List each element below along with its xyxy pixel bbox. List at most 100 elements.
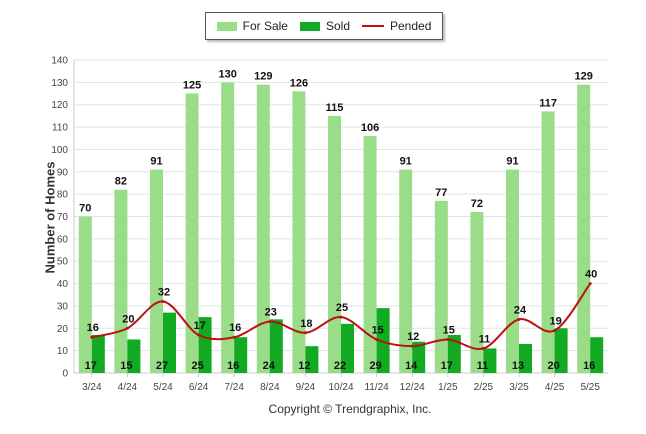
y-tick-label: 80 (57, 190, 69, 201)
data-label-sold: 22 (334, 360, 346, 372)
data-label-sold: 14 (405, 360, 418, 372)
legend: For Sale Sold Pended (205, 12, 443, 40)
x-tick-label: 5/25 (580, 382, 600, 393)
point-pended (232, 335, 236, 339)
bar-for-sale (541, 111, 555, 374)
bar-for-sale (363, 136, 377, 373)
data-label-sold: 12 (298, 360, 310, 372)
y-tick-label: 110 (52, 123, 68, 134)
data-label-pended: 16 (87, 322, 99, 334)
data-label-sold: 17 (441, 360, 453, 372)
legend-item-pended[interactable]: Pended (362, 19, 431, 33)
data-label-sold: 25 (191, 360, 203, 372)
data-label-sold: 11 (477, 360, 489, 372)
y-tick-label: 50 (57, 257, 69, 268)
data-label-for-sale: 117 (539, 97, 557, 109)
x-tick-label: 10/24 (328, 382, 353, 393)
data-label-sold: 16 (583, 360, 595, 372)
data-label-sold: 24 (263, 360, 276, 372)
bar-sold (234, 337, 248, 373)
x-tick-label: 4/25 (545, 382, 565, 393)
x-tick-label: 12/24 (400, 382, 425, 393)
y-tick-label: 30 (57, 301, 69, 312)
data-label-for-sale: 129 (254, 71, 272, 83)
legend-label-for-sale: For Sale (242, 19, 288, 33)
y-tick-label: 90 (57, 167, 69, 178)
data-label-pended: 40 (585, 269, 597, 281)
data-label-for-sale: 70 (79, 203, 91, 215)
bar-sold (198, 317, 212, 373)
y-tick-label: 10 (57, 346, 69, 357)
data-label-for-sale: 91 (150, 156, 162, 168)
bar-for-sale (114, 189, 128, 373)
bar-sold (269, 319, 283, 373)
data-label-for-sale: 72 (471, 198, 483, 210)
bar-for-sale (150, 169, 163, 373)
legend-swatch-sold (299, 21, 320, 31)
legend-label-sold: Sold (325, 19, 350, 33)
y-tick-label: 130 (51, 78, 68, 89)
bar-for-sale (399, 169, 413, 373)
x-tick-label: 11/24 (364, 382, 389, 393)
bar-sold (305, 346, 319, 373)
data-label-pended: 16 (229, 322, 241, 334)
bar-sold (519, 343, 532, 373)
data-label-for-sale: 126 (290, 77, 308, 89)
bar-for-sale (185, 93, 199, 374)
data-label-pended: 19 (549, 316, 561, 328)
point-pended (517, 317, 521, 321)
data-label-pended: 17 (193, 320, 205, 332)
y-tick-label: 100 (51, 145, 68, 156)
x-tick-label: 3/25 (509, 382, 529, 393)
data-label-pended: 25 (336, 302, 348, 314)
bar-for-sale (470, 212, 484, 373)
y-tick-label: 20 (57, 324, 69, 335)
legend-item-for-sale[interactable]: For Sale (216, 19, 288, 33)
legend-swatch-for-sale (216, 21, 237, 31)
bar-for-sale (221, 82, 235, 373)
y-tick-label: 120 (51, 100, 68, 111)
data-label-pended: 11 (479, 333, 491, 345)
data-label-pended: 23 (265, 307, 277, 319)
data-label-pended: 18 (300, 318, 312, 330)
y-tick-label: 0 (62, 369, 68, 380)
point-pended (446, 337, 450, 341)
bar-for-sale (434, 200, 448, 373)
data-label-for-sale: 115 (326, 102, 344, 114)
legend-label-pended: Pended (390, 19, 432, 33)
y-tick-label: 60 (57, 234, 69, 245)
x-tick-label: 9/24 (296, 382, 316, 393)
y-tick-label: 40 (57, 279, 69, 290)
data-label-sold: 17 (85, 360, 97, 372)
bar-sold (376, 308, 390, 373)
data-label-pended: 12 (407, 331, 419, 343)
bar-for-sale (256, 84, 270, 373)
point-pended (125, 326, 129, 330)
data-label-pended: 20 (122, 313, 134, 325)
legend-item-sold[interactable]: Sold (299, 19, 350, 33)
data-label-for-sale: 77 (435, 187, 447, 199)
bar-sold (91, 334, 105, 373)
data-label-sold: 13 (512, 360, 524, 372)
bar-sold (163, 312, 176, 373)
x-tick-label: 5/24 (153, 382, 173, 393)
data-label-for-sale: 125 (183, 80, 201, 92)
point-pended (588, 282, 592, 286)
data-label-sold: 29 (369, 360, 381, 372)
point-pended (90, 335, 94, 339)
bar-sold (341, 323, 354, 373)
data-label-sold: 20 (547, 360, 559, 372)
bar-for-sale (328, 115, 341, 374)
x-tick-label: 7/24 (224, 382, 244, 393)
copyright-text: Copyright © Trendgraphix, Inc. (268, 402, 432, 416)
y-axis-label: Number of Homes (42, 161, 58, 274)
x-tick-label: 2/25 (474, 382, 494, 393)
data-label-for-sale: 129 (575, 71, 593, 83)
data-label-for-sale: 91 (400, 156, 412, 168)
data-label-sold: 27 (156, 360, 168, 372)
data-label-pended: 15 (443, 324, 455, 336)
data-label-for-sale: 82 (115, 176, 127, 188)
bar-for-sale (506, 169, 519, 373)
point-pended (481, 346, 485, 350)
